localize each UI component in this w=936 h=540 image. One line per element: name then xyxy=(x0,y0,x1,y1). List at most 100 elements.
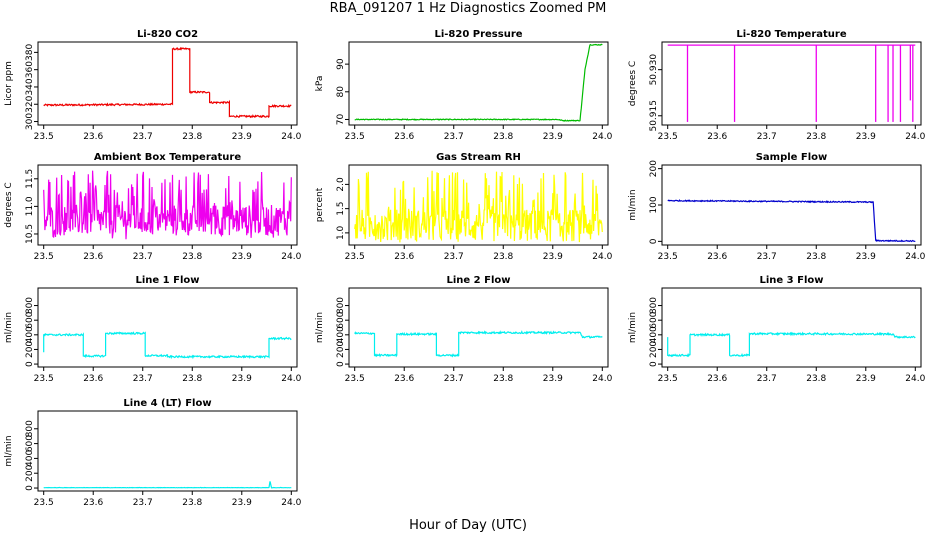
x-tick-label: 24.0 xyxy=(281,498,301,508)
x-tick-label: 23.8 xyxy=(493,374,513,384)
y-tick-label: 0 xyxy=(25,485,35,491)
panel-line-1-flow: Line 1 Flow 23.5 23.6 23.7 23.8 23.9 24.0 0 2004… xyxy=(4,275,302,384)
x-tick-label: 23.9 xyxy=(232,252,252,262)
y-tick-label: 100 xyxy=(649,196,659,213)
x-tick-label: 23.8 xyxy=(182,132,202,142)
y-axis-label: ml/min xyxy=(315,312,325,343)
y-axis-label: kPa xyxy=(315,76,325,92)
x-tick-label: 23.7 xyxy=(133,132,153,142)
y-tick-label: 400 xyxy=(336,326,346,343)
y-tick-label: 50.915 xyxy=(649,100,659,131)
x-tick-label: 23.7 xyxy=(757,374,777,384)
panel-title: Ambient Box Temperature xyxy=(94,152,241,163)
y-axis: 1.0 1.5 2.0 xyxy=(336,177,349,240)
x-tick-label: 23.9 xyxy=(543,132,563,142)
panel-title: Line 1 Flow xyxy=(136,275,200,286)
y-tick-label: 11.0 xyxy=(25,196,35,216)
panel-line-3-flow: Line 3 Flow 23.5 23.6 23.7 23.8 23.9 24.0 0 2004… xyxy=(628,275,926,384)
panel-gas-stream-rh: Gas Stream RH 23.5 23.6 23.7 23.8 23.9 24.0 1.0… xyxy=(315,152,613,262)
plot-frame xyxy=(37,410,298,492)
x-tick-label: 23.5 xyxy=(658,374,678,384)
plot-frame xyxy=(37,41,298,126)
x-tick-label: 23.6 xyxy=(394,132,414,142)
data-series xyxy=(43,481,292,489)
y-tick-label: 80 xyxy=(336,86,346,98)
x-tick-label: 23.5 xyxy=(34,252,54,262)
y-tick-label: 200 xyxy=(649,160,659,177)
x-tick-label: 23.9 xyxy=(856,252,876,262)
x-tick-label: 23.8 xyxy=(806,132,826,142)
y-tick-label: 0 xyxy=(649,361,659,367)
x-axis: 23.5 23.6 23.7 23.8 23.9 24.0 xyxy=(345,125,613,142)
series-line xyxy=(43,46,292,119)
y-tick-label: 1.5 xyxy=(336,201,346,215)
x-tick-label: 23.8 xyxy=(806,374,826,384)
y-tick-label: 600 xyxy=(336,311,346,328)
y-tick-label: 400 xyxy=(25,450,35,467)
x-tick-label: 23.5 xyxy=(345,374,365,384)
series-line xyxy=(354,170,603,243)
x-axis: 23.5 23.6 23.7 23.8 23.9 24.0 xyxy=(658,125,926,142)
panel-title: Sample Flow xyxy=(756,152,828,163)
data-series xyxy=(43,46,292,119)
y-axis-label: ml/min xyxy=(628,189,638,220)
x-tick-label: 23.6 xyxy=(83,498,103,508)
x-tick-label: 23.7 xyxy=(757,132,777,142)
data-series xyxy=(354,43,603,122)
x-tick-label: 23.9 xyxy=(543,252,563,262)
panel-title: Line 3 Flow xyxy=(760,275,824,286)
x-tick-label: 23.7 xyxy=(133,252,153,262)
series-line xyxy=(43,481,292,489)
x-tick-label: 23.6 xyxy=(394,252,414,262)
series-line xyxy=(667,199,916,243)
data-series xyxy=(667,199,916,243)
x-tick-label: 23.8 xyxy=(493,132,513,142)
y-tick-label: 800 xyxy=(649,297,659,314)
y-tick-label: 400 xyxy=(649,326,659,343)
x-tick-label: 23.7 xyxy=(444,252,464,262)
plot-frame xyxy=(348,41,609,126)
x-tick-label: 23.5 xyxy=(345,132,365,142)
x-axis: 23.5 23.6 23.7 23.8 23.9 24.0 xyxy=(345,245,613,262)
x-tick-label: 24.0 xyxy=(281,252,301,262)
y-tick-label: 800 xyxy=(25,420,35,437)
y-axis: 10.5 11.0 11.5 xyxy=(25,169,38,244)
x-tick-label: 23.7 xyxy=(444,374,464,384)
x-axis-title: Hour of Day (UTC) xyxy=(409,518,527,533)
y-tick-label: 380 xyxy=(25,44,35,61)
series-line xyxy=(354,330,603,358)
panel-li-820-pressure: Li-820 Pressure 23.5 23.6 23.7 23.8 23.9 24.0 7… xyxy=(315,29,613,142)
x-tick-label: 23.9 xyxy=(232,132,252,142)
panel-line-2-flow: Line 2 Flow 23.5 23.6 23.7 23.8 23.9 24.0 0 2004… xyxy=(315,275,613,384)
x-tick-label: 23.8 xyxy=(806,252,826,262)
x-tick-label: 23.5 xyxy=(34,498,54,508)
figure-title: RBA_091207 1 Hz Diagnostics Zoomed PM xyxy=(329,1,607,16)
x-axis: 23.5 23.6 23.7 23.8 23.9 24.0 xyxy=(34,245,302,262)
x-tick-label: 24.0 xyxy=(281,374,301,384)
x-axis: 23.5 23.6 23.7 23.8 23.9 24.0 xyxy=(34,125,302,142)
y-tick-label: 340 xyxy=(25,78,35,95)
x-tick-label: 23.8 xyxy=(182,374,202,384)
x-tick-label: 23.6 xyxy=(707,374,727,384)
x-tick-label: 23.9 xyxy=(856,374,876,384)
plot-frame xyxy=(661,287,922,368)
x-axis: 23.5 23.6 23.7 23.8 23.9 24.0 xyxy=(34,491,302,508)
panel-title: Li-820 Temperature xyxy=(736,29,846,40)
data-series xyxy=(43,170,292,240)
y-tick-label: 2.0 xyxy=(336,177,346,192)
series-line xyxy=(43,170,292,240)
x-tick-label: 23.6 xyxy=(83,132,103,142)
y-tick-label: 400 xyxy=(25,326,35,343)
y-tick-label: 200 xyxy=(336,341,346,358)
x-tick-label: 23.8 xyxy=(182,252,202,262)
x-tick-label: 23.9 xyxy=(856,132,876,142)
y-tick-label: 600 xyxy=(25,311,35,328)
panel-line-4-lt-flow: Line 4 (LT) Flow 23.5 23.6 23.7 23.8 23.9 24.0… xyxy=(4,398,302,508)
x-tick-label: 23.5 xyxy=(345,252,365,262)
x-tick-label: 24.0 xyxy=(905,132,925,142)
x-tick-label: 24.0 xyxy=(905,374,925,384)
